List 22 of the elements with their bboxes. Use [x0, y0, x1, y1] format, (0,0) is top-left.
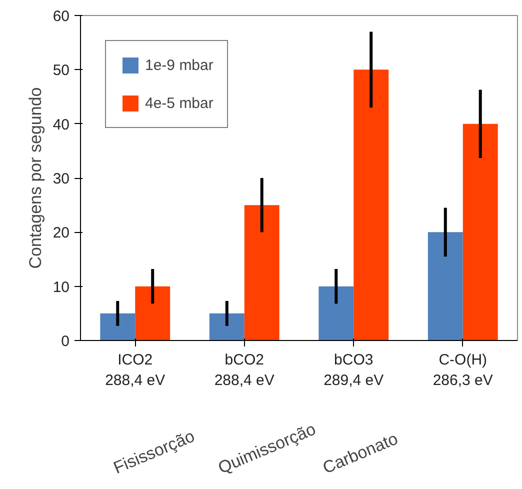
legend-label: 4e-5 mbar — [145, 94, 214, 112]
bar — [100, 313, 136, 340]
bar — [354, 70, 389, 340]
bar — [462, 124, 498, 340]
y-tick-label: 10 — [52, 278, 70, 296]
x-tick-label: bCO3 289,4 eV — [324, 352, 384, 389]
y-tick-label: 60 — [52, 8, 70, 25]
y-axis-title: Contagens por segundo — [26, 87, 45, 269]
bar — [428, 232, 463, 340]
x-tick-label: bCO2 288,4 eV — [214, 352, 274, 389]
y-tick-label: 50 — [52, 62, 70, 80]
bar — [209, 313, 244, 340]
legend-label: 1e-9 mbar — [145, 56, 214, 74]
y-tick-label: 0 — [61, 333, 70, 350]
bar — [244, 205, 280, 340]
y-tick-label: 40 — [52, 116, 70, 134]
bar — [135, 286, 170, 340]
x-tick-label: ICO2 288,4 eV — [105, 352, 166, 389]
y-tick-label: 20 — [52, 224, 70, 242]
x-tick-label: C-O(H) 286,3 eV — [432, 352, 493, 389]
bar — [318, 286, 354, 340]
y-tick-label: 30 — [52, 170, 70, 188]
